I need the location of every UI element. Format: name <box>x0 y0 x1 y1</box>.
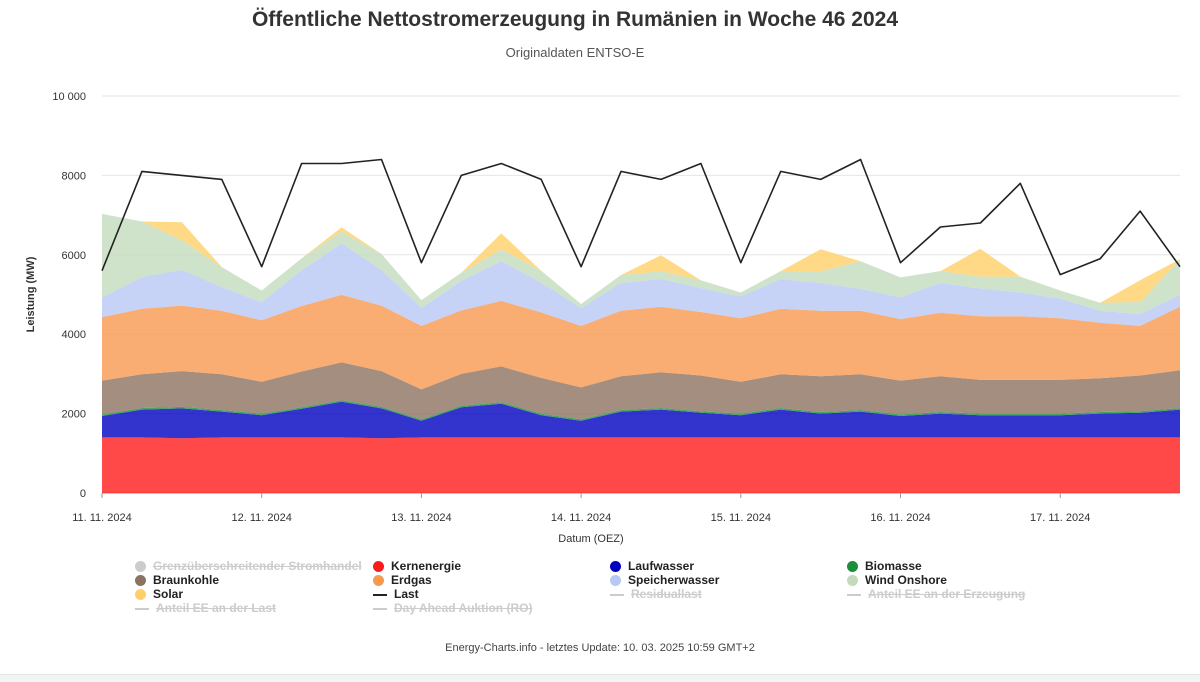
line-last <box>101 158 1181 276</box>
y-tick-label: 6000 <box>62 250 86 262</box>
legend-line-icon <box>610 593 624 596</box>
legend-item-biomasse[interactable]: Biomasse <box>847 559 922 573</box>
x-axis-title: Datum (OEZ) <box>558 533 623 545</box>
y-tick-label: 0 <box>80 488 86 500</box>
legend-dot-icon <box>373 561 384 573</box>
legend-dot-icon <box>135 589 146 601</box>
legend-item-anteil-ee-an-der-erzeugung[interactable]: Anteil EE an der Erzeugung <box>847 587 1025 601</box>
legend-label: Residuallast <box>631 587 702 601</box>
area-wind-onshore <box>102 213 1180 314</box>
legend-item-laufwasser[interactable]: Laufwasser <box>610 559 694 573</box>
legend-item-last[interactable]: Last <box>373 587 419 601</box>
y-tick-label: 4000 <box>62 329 86 341</box>
axis-layer: 0 2000 4000 6000 8000 10 000 11. 11. 2024 12. 1… <box>25 91 1090 545</box>
legend-dot-icon <box>373 575 384 587</box>
x-tick-label: 17. 11. 2024 <box>1030 512 1090 524</box>
x-tick-label: 13. 11. 2024 <box>391 512 451 524</box>
legend-label: Speicherwasser <box>628 573 720 587</box>
legend-item-wind-onshore[interactable]: Wind Onshore <box>847 573 947 587</box>
area-speicherwasser <box>102 243 1180 326</box>
x-tick-label: 11. 11. 2024 <box>72 512 132 524</box>
legend-label: Kernenergie <box>391 559 462 573</box>
legend-item-residuallast[interactable]: Residuallast <box>610 587 702 601</box>
legend-label: Solar <box>153 587 184 601</box>
legend-line-icon <box>135 607 149 610</box>
y-tick-label: 10 000 <box>52 91 86 103</box>
legend-line-icon <box>373 593 387 596</box>
legend-item-day-ahead-auktion-ro-[interactable]: Day Ahead Auktion (RO) <box>373 601 532 615</box>
line-layer <box>101 158 1181 276</box>
legend-item-braunkohle[interactable]: Braunkohle <box>135 573 219 587</box>
legend-dot-icon <box>847 561 858 573</box>
legend-label: Wind Onshore <box>865 573 947 587</box>
y-tick-label: 2000 <box>62 409 86 421</box>
legend-label: Grenzüberschreitender Stromhandel <box>153 559 362 573</box>
legend-dot-icon <box>610 561 621 573</box>
area-braunkohle <box>102 362 1180 420</box>
area-layer <box>102 213 1180 493</box>
legend-dot-icon <box>847 575 858 587</box>
chart-subtitle: Originaldaten ENTSO-E <box>505 45 645 60</box>
y-axis-title: Leistung (MW) <box>25 256 37 332</box>
area-laufwasser <box>102 401 1180 439</box>
legend-item-kernenergie[interactable]: Kernenergie <box>373 559 461 573</box>
area-erdgas <box>102 294 1180 390</box>
legend-label: Erdgas <box>391 573 432 587</box>
legend-item-grenz-berschreitender-stromhandel[interactable]: Grenzüberschreitender Stromhandel <box>135 559 362 573</box>
area-kernenergie <box>102 437 1180 493</box>
legend-item-erdgas[interactable]: Erdgas <box>373 573 432 587</box>
legend-label: Day Ahead Auktion (RO) <box>394 601 533 615</box>
x-tick-label: 12. 11. 2024 <box>232 512 292 524</box>
legend-dot-icon <box>135 575 146 587</box>
x-tick-label: 15. 11. 2024 <box>711 512 771 524</box>
chart-title: Öffentliche Nettostromerzeugung in Rumän… <box>251 8 899 31</box>
y-tick-label: 8000 <box>62 170 86 182</box>
legend-label: Braunkohle <box>153 573 220 587</box>
legend-line-icon <box>847 593 861 596</box>
legend-item-speicherwasser[interactable]: Speicherwasser <box>610 573 719 587</box>
bottom-bar <box>0 674 1200 682</box>
legend-dot-icon <box>135 561 146 573</box>
legend-label: Last <box>394 587 419 601</box>
legend-item-anteil-ee-an-der-last[interactable]: Anteil EE an der Last <box>135 601 276 615</box>
legend-label: Anteil EE an der Erzeugung <box>868 587 1026 601</box>
area-solar <box>102 213 1180 304</box>
footer-update-info: Energy-Charts.info - letztes Update: 10.… <box>445 642 755 654</box>
legend-label: Anteil EE an der Last <box>156 601 277 615</box>
x-tick-label: 16. 11. 2024 <box>870 512 930 524</box>
legend-label: Laufwasser <box>628 559 695 573</box>
legend-dot-icon <box>610 575 621 587</box>
x-tick-label: 14. 11. 2024 <box>551 512 611 524</box>
legend-line-icon <box>373 607 387 610</box>
legend-label: Biomasse <box>865 559 922 573</box>
legend-item-solar[interactable]: Solar <box>135 587 183 601</box>
area-biomasse <box>102 400 1180 421</box>
